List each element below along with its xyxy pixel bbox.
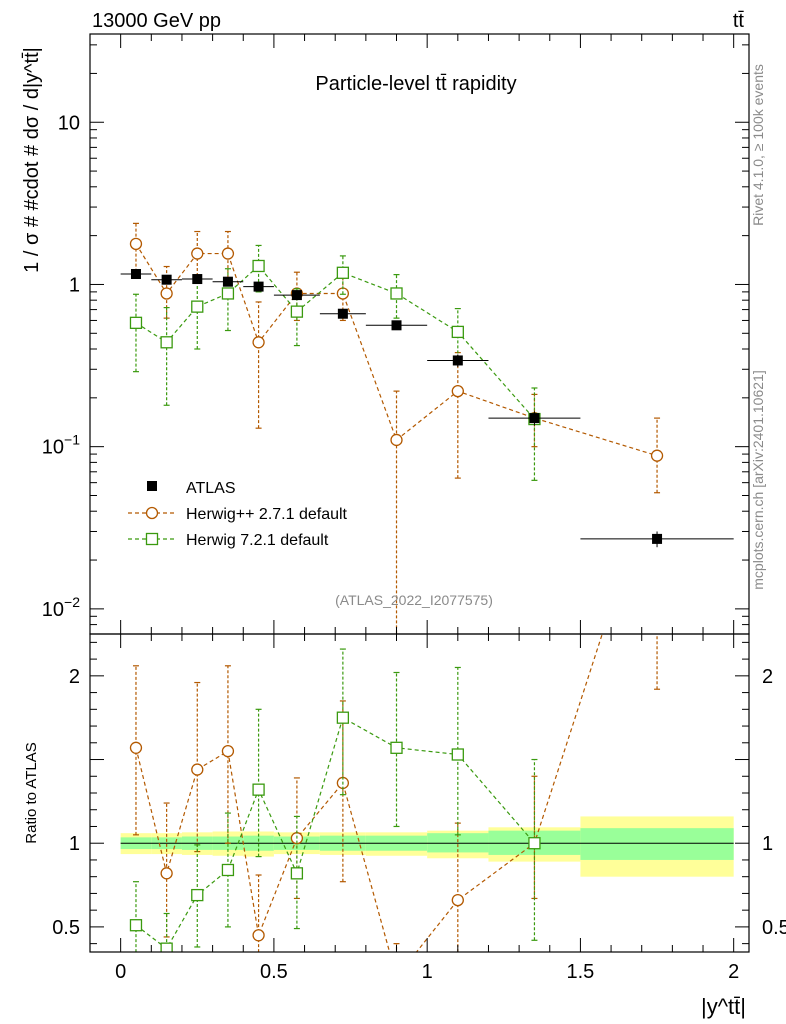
ratio-herwig7-point <box>252 783 265 796</box>
ratio-y-tick-label-right: 1 <box>762 833 773 855</box>
ratio-y-axis-label: Ratio to ATLAS <box>23 742 40 843</box>
x-tick-label: 2 <box>728 961 739 983</box>
ratio-uncertainty-bands <box>120 816 734 877</box>
atlas-point <box>130 269 141 280</box>
herwig7-point <box>160 336 173 349</box>
x-tick-label: 0.5 <box>260 961 288 983</box>
atlas-point <box>452 355 463 366</box>
y-tick-label: 10−1 <box>42 432 80 459</box>
ratio-herwig7-point <box>390 741 403 754</box>
herwig7-line <box>135 265 535 420</box>
ratio-herwigpp-point <box>252 929 265 942</box>
ratio-herwig7-point <box>221 863 235 877</box>
legend-atlas-marker <box>147 481 157 491</box>
ratio-herwigpp-point <box>191 763 204 776</box>
herwigpp-point <box>390 433 403 447</box>
ratio-y-tick-label-right: 2 <box>762 666 773 688</box>
x-axis-label: |y^tt̄| <box>701 994 746 1019</box>
ratio-herwigpp-point <box>451 893 464 907</box>
ratio-herwig7-point <box>290 867 304 880</box>
chart-title: Particle-level tt̄ rapidity <box>315 73 516 95</box>
ratio-herwigpp-point <box>160 867 173 880</box>
herwigpp-point <box>650 449 664 462</box>
atlas-point <box>253 281 264 292</box>
axis-ticks: 10 1 10−1 10−2 2 2 1 1 0.5 0.5 0 0.5 1 1.5 2 <box>42 34 786 983</box>
process-label: tt̄ <box>733 10 745 32</box>
main-plot-marks <box>120 222 734 634</box>
legend-herwig7-label: Herwig 7.2.1 default <box>186 532 329 549</box>
main-y-axis-label: 1 / σ # #cdot # dσ / d|y^tt̄| <box>21 47 43 273</box>
herwig7-point <box>290 305 304 318</box>
legend-herwig7-marker <box>145 532 159 546</box>
legend-herwigpp-label: Herwig++ 2.7.1 default <box>186 506 348 523</box>
herwig7-point <box>191 300 204 313</box>
herwigpp-point <box>129 237 143 250</box>
y-tick-label: 10−2 <box>42 594 80 621</box>
atlas-point <box>529 413 540 424</box>
y-tick-label: 1 <box>69 274 80 296</box>
ratio-herwig7-point <box>129 919 143 932</box>
ratio-herwigpp-point <box>129 741 143 754</box>
atlas-point <box>652 533 663 544</box>
ratio-band-inner <box>580 828 734 860</box>
ratio-herwigpp-point <box>221 745 235 758</box>
ratio-herwig7-point <box>191 888 204 902</box>
x-tick-label: 0 <box>115 961 126 983</box>
ratio-frame <box>89 633 750 953</box>
ratio-y-tick-label-right: 0.5 <box>762 917 786 939</box>
y-tick-exponent: −1 <box>64 432 80 448</box>
herwig7-point <box>252 259 265 273</box>
ratio-herwig7-point <box>451 748 464 761</box>
ratio-herwig7-point <box>160 942 173 952</box>
herwigpp-point <box>451 384 464 398</box>
herwig7-point <box>451 325 464 339</box>
mcplots-label: mcplots.cern.ch [arXiv:2401.10621] <box>750 370 766 589</box>
herwigpp-point <box>252 336 265 349</box>
legend-herwigpp-marker <box>145 506 159 520</box>
atlas-point <box>192 274 203 285</box>
ratio-herwig7-point <box>528 837 541 850</box>
herwig7-point <box>221 287 235 300</box>
herwigpp-point <box>160 287 173 300</box>
herwigpp-point <box>221 247 235 260</box>
ratio-herwigpp-line <box>135 634 603 952</box>
legend: ATLAS Herwig++ 2.7.1 default Herwig 7.2.… <box>128 480 348 549</box>
rivet-version-label: Rivet 4.1.0, ≥ 100k events <box>750 64 766 226</box>
analysis-watermark: (ATLAS_2022_I2077575) <box>335 592 493 608</box>
legend-atlas-label: ATLAS <box>186 480 236 497</box>
herwigpp-point <box>191 247 204 260</box>
herwig7-point <box>336 266 350 279</box>
x-tick-label: 1 <box>422 961 433 983</box>
ratio-plot-marks <box>129 634 661 952</box>
atlas-point <box>291 290 302 301</box>
ratio-y-tick-label-left: 0.5 <box>52 917 80 939</box>
atlas-point <box>337 308 348 319</box>
atlas-point <box>161 274 172 285</box>
atlas-point <box>391 320 402 331</box>
ratio-y-tick-label-left: 1 <box>69 833 80 855</box>
herwig7-point <box>390 287 403 300</box>
herwig7-point <box>129 316 143 329</box>
y-tick-label: 10 <box>58 112 80 134</box>
x-tick-label: 1.5 <box>567 961 595 983</box>
y-tick-exponent: −2 <box>64 594 80 610</box>
ratio-herwig7-point <box>336 711 350 724</box>
atlas-point <box>222 276 233 287</box>
ratio-y-tick-label-left: 2 <box>69 666 80 688</box>
energy-label: 13000 GeV pp <box>92 10 221 32</box>
